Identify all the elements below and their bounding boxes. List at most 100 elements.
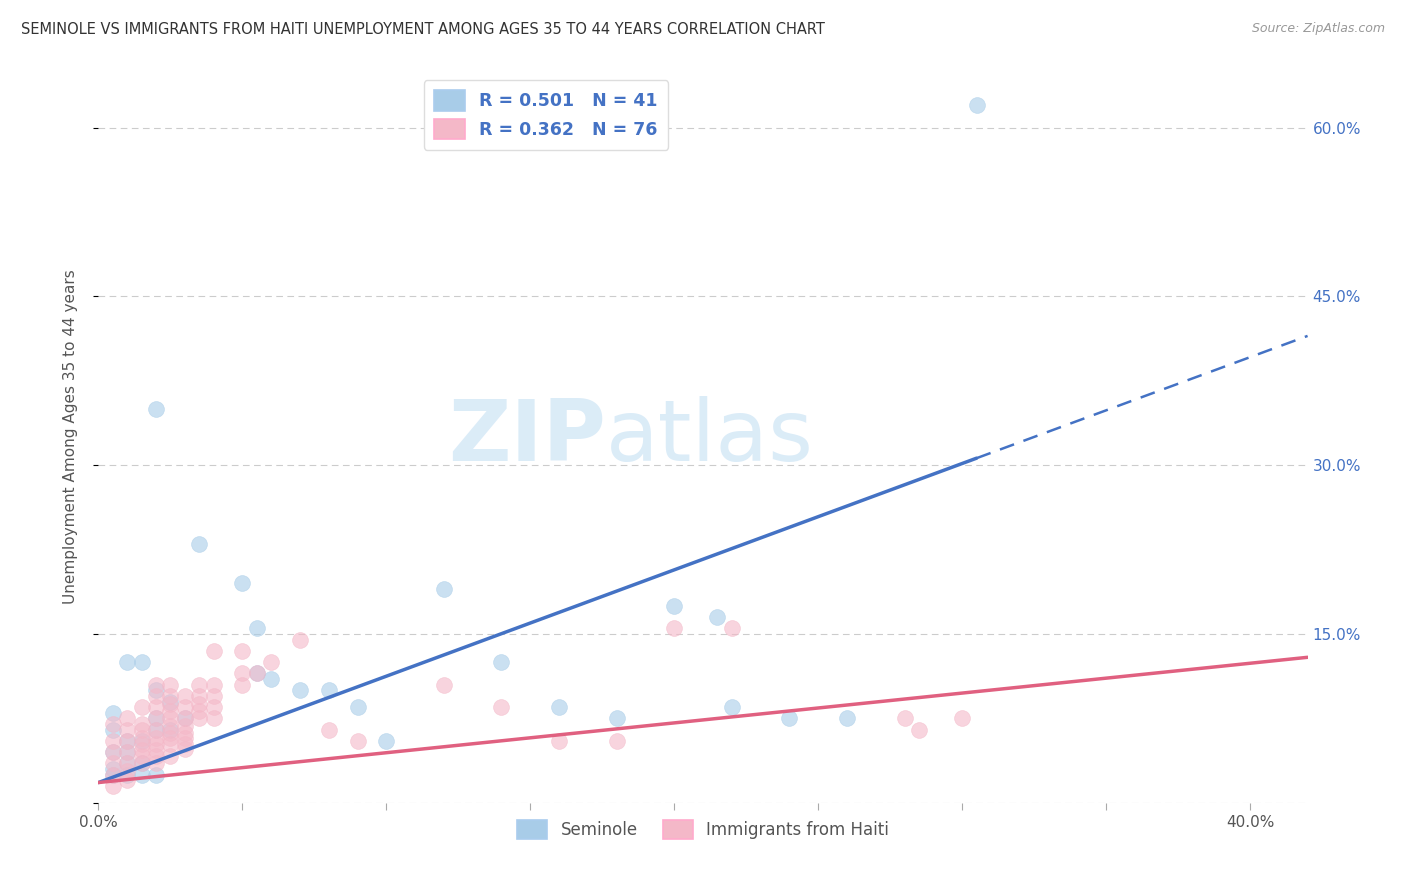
Point xyxy=(606,734,628,748)
Point xyxy=(491,655,513,669)
Point xyxy=(115,734,138,748)
Point xyxy=(173,711,195,725)
Point xyxy=(375,734,398,748)
Point xyxy=(202,711,225,725)
Point xyxy=(131,734,153,748)
Point xyxy=(346,734,368,748)
Point xyxy=(778,711,800,725)
Point xyxy=(188,689,211,703)
Point xyxy=(260,655,283,669)
Point xyxy=(115,773,138,788)
Point xyxy=(188,711,211,725)
Point xyxy=(173,731,195,745)
Point xyxy=(231,666,253,681)
Point xyxy=(131,700,153,714)
Point xyxy=(664,621,686,635)
Point xyxy=(202,678,225,692)
Point xyxy=(145,683,167,698)
Point xyxy=(115,655,138,669)
Point xyxy=(145,737,167,751)
Point xyxy=(231,678,253,692)
Point xyxy=(159,726,181,740)
Point xyxy=(202,700,225,714)
Point xyxy=(101,767,124,781)
Point xyxy=(173,711,195,725)
Point xyxy=(101,723,124,737)
Point xyxy=(548,700,571,714)
Point xyxy=(115,764,138,779)
Point xyxy=(131,756,153,771)
Point xyxy=(101,745,124,759)
Text: SEMINOLE VS IMMIGRANTS FROM HAITI UNEMPLOYMENT AMONG AGES 35 TO 44 YEARS CORRELA: SEMINOLE VS IMMIGRANTS FROM HAITI UNEMPL… xyxy=(21,22,825,37)
Point xyxy=(115,734,138,748)
Point xyxy=(950,711,973,725)
Point xyxy=(131,731,153,745)
Point xyxy=(173,737,195,751)
Point xyxy=(202,689,225,703)
Point xyxy=(145,723,167,737)
Point xyxy=(145,767,167,781)
Point xyxy=(346,700,368,714)
Point xyxy=(145,700,167,714)
Point xyxy=(101,717,124,731)
Point xyxy=(131,756,153,771)
Point xyxy=(318,683,340,698)
Point xyxy=(606,711,628,725)
Point xyxy=(159,748,181,763)
Point xyxy=(115,756,138,771)
Point xyxy=(966,98,988,112)
Point xyxy=(260,672,283,686)
Point xyxy=(131,723,153,737)
Point xyxy=(145,401,167,416)
Point xyxy=(145,711,167,725)
Point xyxy=(145,731,167,745)
Point xyxy=(173,700,195,714)
Point xyxy=(115,723,138,737)
Point xyxy=(159,689,181,703)
Point xyxy=(188,697,211,711)
Point xyxy=(131,717,153,731)
Point xyxy=(706,610,728,624)
Point xyxy=(115,767,138,781)
Point xyxy=(288,683,311,698)
Point xyxy=(145,723,167,737)
Point xyxy=(159,723,181,737)
Point xyxy=(548,734,571,748)
Point xyxy=(173,726,195,740)
Point xyxy=(115,745,138,759)
Point xyxy=(115,745,138,759)
Point xyxy=(908,723,931,737)
Text: ZIP: ZIP xyxy=(449,395,606,479)
Point xyxy=(231,576,253,591)
Point xyxy=(115,756,138,771)
Point xyxy=(101,734,124,748)
Point xyxy=(720,700,742,714)
Point xyxy=(131,743,153,757)
Point xyxy=(145,711,167,725)
Point xyxy=(664,599,686,613)
Point xyxy=(145,743,167,757)
Point xyxy=(202,644,225,658)
Point xyxy=(159,678,181,692)
Point xyxy=(246,666,269,681)
Point xyxy=(159,737,181,751)
Legend: Seminole, Immigrants from Haiti: Seminole, Immigrants from Haiti xyxy=(510,814,896,846)
Point xyxy=(188,537,211,551)
Point xyxy=(159,697,181,711)
Point xyxy=(288,632,311,647)
Point xyxy=(145,678,167,692)
Point xyxy=(173,719,195,733)
Point xyxy=(145,756,167,771)
Point xyxy=(188,704,211,718)
Point xyxy=(433,582,456,596)
Point xyxy=(433,678,456,692)
Point xyxy=(159,731,181,745)
Point xyxy=(835,711,858,725)
Point xyxy=(101,767,124,781)
Point xyxy=(893,711,915,725)
Point xyxy=(101,745,124,759)
Point xyxy=(159,704,181,718)
Point xyxy=(173,741,195,756)
Point xyxy=(131,767,153,781)
Point xyxy=(246,621,269,635)
